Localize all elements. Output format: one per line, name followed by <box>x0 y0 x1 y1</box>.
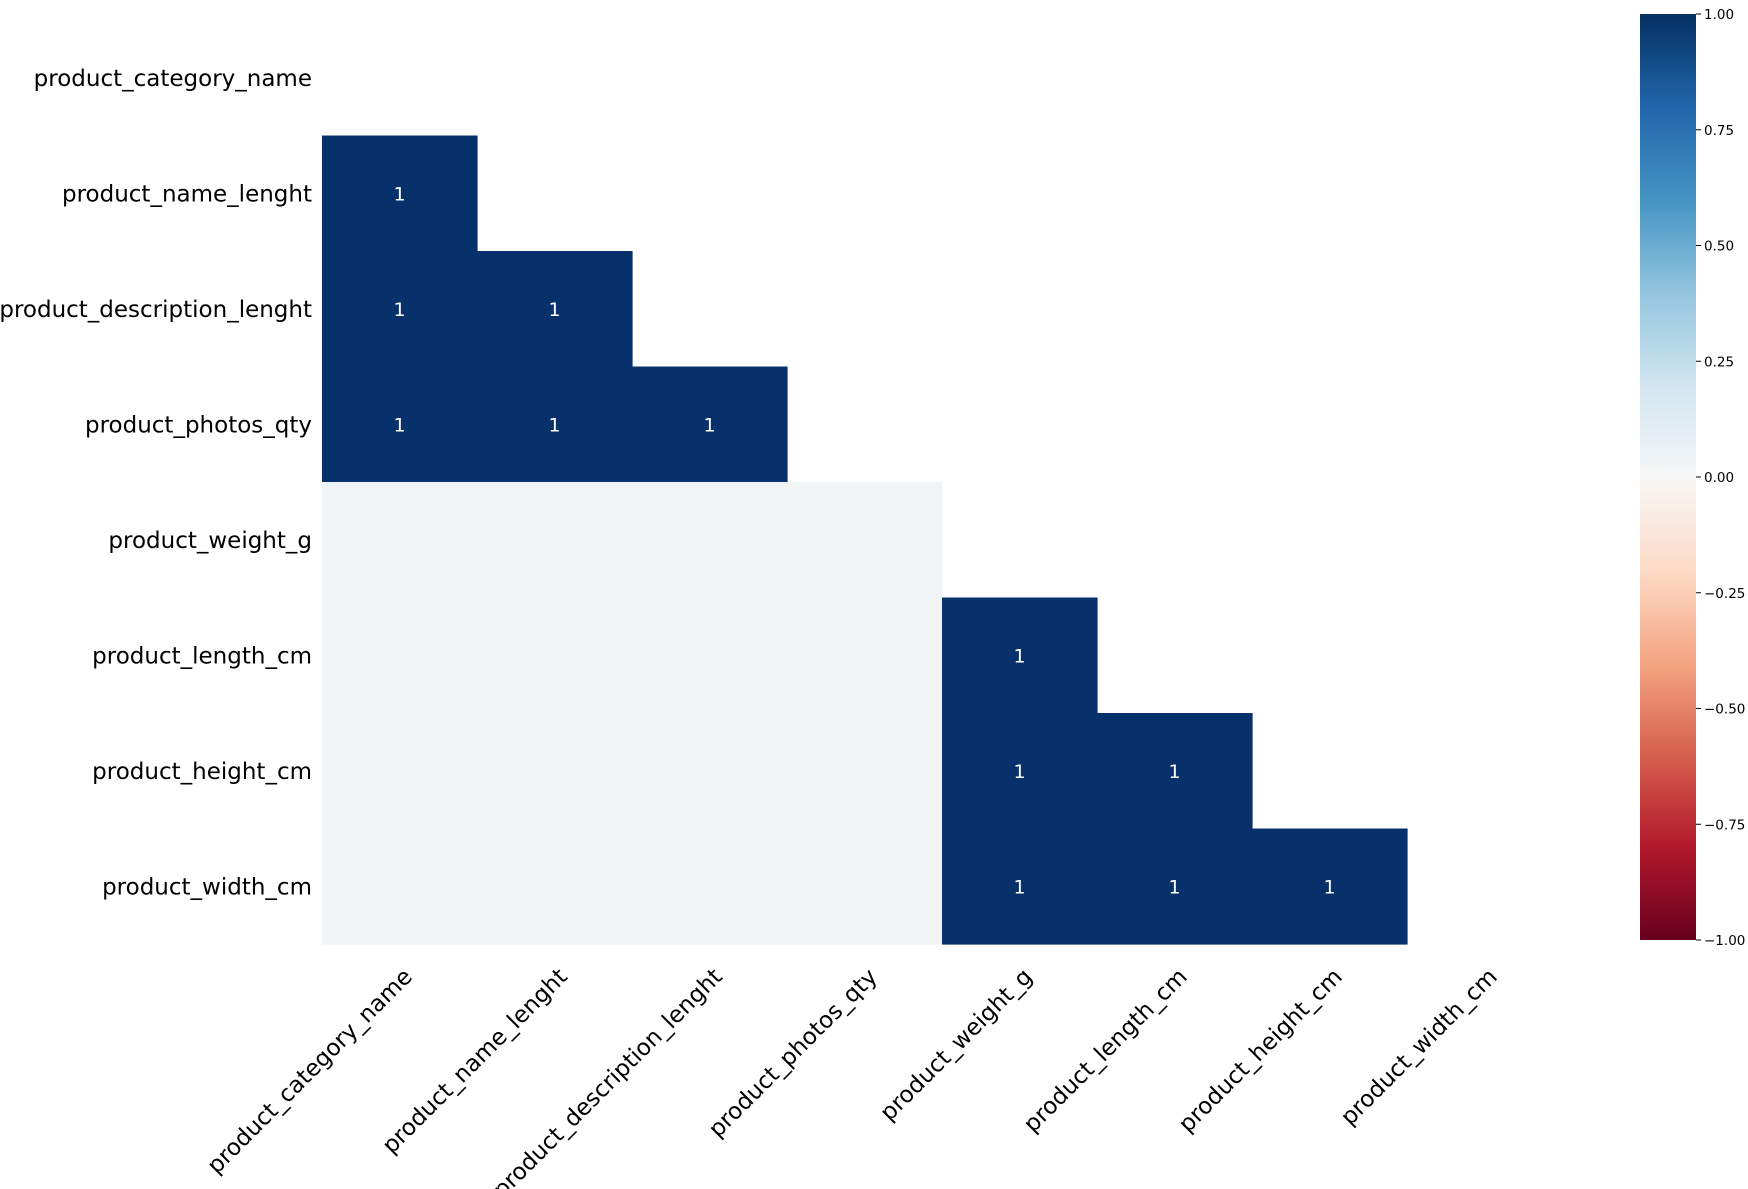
column-label-product-weight-g: product_weight_g <box>875 964 1037 1126</box>
heatmap-cell-product-photos-qty-product-name-lenght <box>477 366 633 483</box>
heatmap-cell-product-width-cm-product-weight-g <box>942 828 1098 945</box>
heatmap-cell-product-description-lenght-product-category-name <box>322 251 478 368</box>
row-label-product-width-cm: product_width_cm <box>102 874 312 900</box>
x-axis-tick-labels: product_category_nameproduct_name_lenght… <box>203 964 1503 1189</box>
row-label-product-weight-g: product_weight_g <box>108 528 312 554</box>
heatmap-cell-product-width-cm-product-name-lenght <box>477 828 633 945</box>
heatmap-cell-product-weight-g-product-photos-qty <box>787 482 943 599</box>
heatmap-cell-product-height-cm-product-name-lenght <box>477 713 633 830</box>
heatmap-cell-product-width-cm-product-height-cm <box>1252 828 1408 945</box>
colorbar-tick-label: −0.75 <box>1704 817 1745 833</box>
heatmap-cell-product-length-cm-product-description-lenght <box>632 597 788 714</box>
heatmap-cell-label: 1 <box>548 299 560 321</box>
heatmap-cell-label: 1 <box>393 299 405 321</box>
heatmap-cell-product-weight-g-product-category-name <box>322 482 478 599</box>
heatmap-cells <box>322 135 1408 945</box>
colorbar-tick-label: −1.00 <box>1704 933 1745 949</box>
colorbar-tick-label: 0.50 <box>1704 239 1734 255</box>
heatmap-cell-product-name-lenght-product-category-name <box>322 135 478 252</box>
heatmap-cell-label: 1 <box>1323 876 1335 898</box>
column-label-product-width-cm: product_width_cm <box>1336 964 1503 1131</box>
heatmap-cell-product-width-cm-product-description-lenght <box>632 828 788 945</box>
heatmap-cell-label: 1 <box>1168 761 1180 783</box>
row-label-product-name-lenght: product_name_lenght <box>62 181 312 207</box>
row-label-product-description-lenght: product_description_lenght <box>0 297 312 323</box>
colorbar-tick-label: 0.75 <box>1704 123 1734 139</box>
heatmap-cell-label: 1 <box>1168 876 1180 898</box>
heatmap-cell-product-height-cm-product-category-name <box>322 713 478 830</box>
colorbar-gradient <box>1640 14 1696 940</box>
row-label-product-category-name: product_category_name <box>34 66 312 92</box>
colorbar-tick-label: 0.00 <box>1704 470 1734 486</box>
colorbar-tick-label: 1.00 <box>1704 7 1734 23</box>
colorbar-tick-label: −0.50 <box>1704 702 1745 718</box>
heatmap-cell-label: 1 <box>1013 876 1025 898</box>
heatmap-cell-product-length-cm-product-weight-g <box>942 597 1098 714</box>
heatmap-cell-labels: 1 1 1 1 1 1 1 1 1 1 1 1 <box>393 183 1335 898</box>
colorbar-tick-label: 0.25 <box>1704 354 1734 370</box>
column-label-product-height-cm: product_height_cm <box>1174 964 1348 1138</box>
row-label-product-height-cm: product_height_cm <box>92 759 312 785</box>
row-label-product-length-cm: product_length_cm <box>92 643 312 669</box>
heatmap-cell-product-photos-qty-product-description-lenght <box>632 366 788 483</box>
heatmap-cell-product-weight-g-product-description-lenght <box>632 482 788 599</box>
heatmap-cell-product-height-cm-product-length-cm <box>1097 713 1253 830</box>
colorbar-tick-label: −0.25 <box>1704 586 1745 602</box>
heatmap-cell-product-length-cm-product-photos-qty <box>787 597 943 714</box>
column-label-product-length-cm: product_length_cm <box>1019 964 1193 1138</box>
heatmap-cell-product-width-cm-product-photos-qty <box>787 828 943 945</box>
heatmap-cell-product-width-cm-product-category-name <box>322 828 478 945</box>
heatmap-cell-label: 1 <box>1013 645 1025 667</box>
heatmap-cell-product-height-cm-product-description-lenght <box>632 713 788 830</box>
heatmap-cell-product-length-cm-product-category-name <box>322 597 478 714</box>
row-label-product-photos-qty: product_photos_qty <box>85 412 312 438</box>
heatmap-cell-product-length-cm-product-name-lenght <box>477 597 633 714</box>
heatmap-cell-product-height-cm-product-weight-g <box>942 713 1098 830</box>
heatmap-cell-label: 1 <box>393 414 405 436</box>
heatmap-cell-product-description-lenght-product-name-lenght <box>477 251 633 368</box>
heatmap-cell-label: 1 <box>1013 761 1025 783</box>
heatmap-cell-product-width-cm-product-length-cm <box>1097 828 1253 945</box>
heatmap-cell-product-height-cm-product-photos-qty <box>787 713 943 830</box>
heatmap-cell-label: 1 <box>393 183 405 205</box>
colorbar: 1.00 0.75 0.50 0.25 0.00 −0.25 −0.50 −0.75 −1.00 <box>1640 7 1745 949</box>
heatmap-cell-label: 1 <box>548 414 560 436</box>
y-axis-tick-labels: product_category_name product_name_lenght… <box>0 66 312 901</box>
column-label-product-photos-qty: product_photos_qty <box>704 964 883 1143</box>
heatmap-cell-label: 1 <box>703 414 715 436</box>
heatmap-cell-product-weight-g-product-name-lenght <box>477 482 633 599</box>
heatmap-cell-product-photos-qty-product-category-name <box>322 366 478 483</box>
